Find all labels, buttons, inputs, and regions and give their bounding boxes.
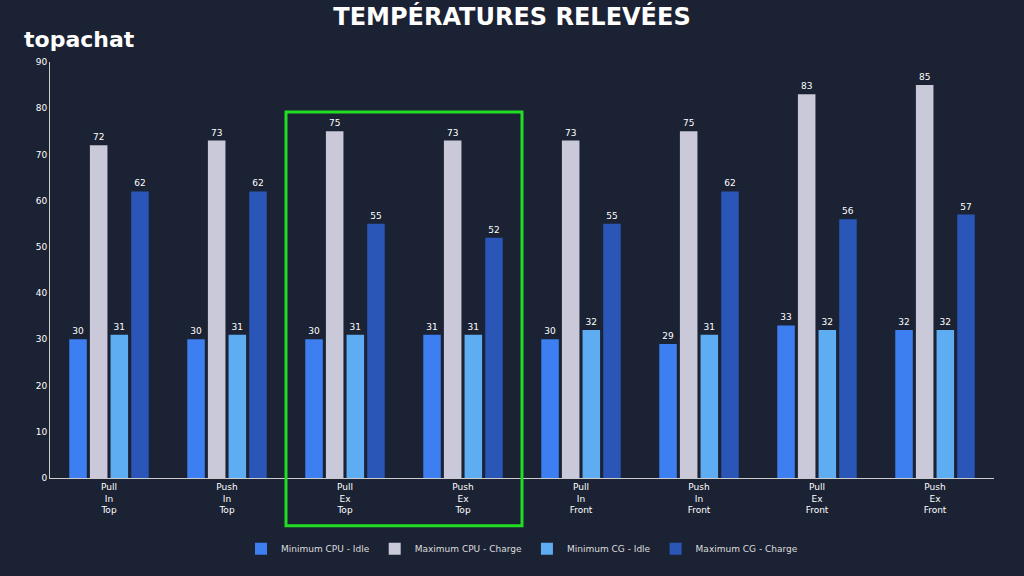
- svg-text:Minimum CG - Idle: Minimum CG - Idle: [567, 544, 651, 554]
- svg-text:33: 33: [780, 312, 791, 322]
- svg-text:PullInTop: PullInTop: [100, 482, 117, 515]
- svg-text:83: 83: [801, 81, 812, 91]
- svg-text:PullExTop: PullExTop: [336, 482, 353, 515]
- svg-text:31: 31: [114, 322, 125, 332]
- svg-text:PushExTop: PushExTop: [452, 482, 473, 515]
- svg-text:PushInFront: PushInFront: [688, 482, 711, 515]
- svg-text:73: 73: [211, 128, 222, 138]
- svg-text:30: 30: [190, 326, 202, 336]
- svg-text:0: 0: [41, 473, 47, 483]
- svg-text:31: 31: [468, 322, 479, 332]
- svg-text:Minimum CPU - Idle: Minimum CPU - Idle: [281, 544, 370, 554]
- svg-text:32: 32: [822, 317, 833, 327]
- svg-text:62: 62: [724, 178, 735, 188]
- svg-text:60: 60: [36, 196, 48, 206]
- svg-text:29: 29: [662, 331, 674, 341]
- svg-text:62: 62: [134, 178, 145, 188]
- svg-text:32: 32: [940, 317, 951, 327]
- svg-text:75: 75: [683, 118, 694, 128]
- svg-text:72: 72: [93, 132, 104, 142]
- svg-text:75: 75: [329, 118, 340, 128]
- svg-text:50: 50: [36, 242, 48, 252]
- svg-text:56: 56: [842, 206, 854, 216]
- svg-text:55: 55: [606, 211, 617, 221]
- svg-text:70: 70: [36, 150, 48, 160]
- svg-text:90: 90: [36, 57, 48, 67]
- svg-text:TEMPÉRATURES RELEVÉES: TEMPÉRATURES RELEVÉES: [333, 2, 690, 31]
- svg-text:31: 31: [232, 322, 243, 332]
- svg-text:31: 31: [350, 322, 361, 332]
- svg-text:73: 73: [565, 128, 576, 138]
- svg-text:PushExFront: PushExFront: [924, 482, 947, 515]
- svg-text:55: 55: [370, 211, 381, 221]
- svg-text:30: 30: [72, 326, 84, 336]
- svg-text:85: 85: [919, 72, 930, 82]
- svg-text:PullInFront: PullInFront: [570, 482, 593, 515]
- svg-text:52: 52: [488, 225, 499, 235]
- svg-text:PushInTop: PushInTop: [216, 482, 237, 515]
- svg-text:30: 30: [36, 334, 48, 344]
- svg-text:Maximum CG - Charge: Maximum CG - Charge: [696, 544, 798, 554]
- svg-text:20: 20: [36, 381, 48, 391]
- svg-text:30: 30: [308, 326, 320, 336]
- svg-text:PullExFront: PullExFront: [806, 482, 829, 515]
- svg-text:10: 10: [36, 427, 48, 437]
- svg-text:30: 30: [544, 326, 556, 336]
- svg-text:73: 73: [447, 128, 458, 138]
- svg-text:80: 80: [36, 103, 48, 113]
- svg-text:57: 57: [960, 202, 971, 212]
- svg-text:Maximum CPU - Charge: Maximum CPU - Charge: [415, 544, 522, 554]
- svg-text:32: 32: [898, 317, 909, 327]
- svg-text:31: 31: [704, 322, 715, 332]
- svg-text:topachat: topachat: [24, 27, 135, 52]
- svg-text:32: 32: [586, 317, 597, 327]
- svg-text:62: 62: [252, 178, 263, 188]
- svg-text:31: 31: [426, 322, 437, 332]
- svg-text:40: 40: [36, 288, 48, 298]
